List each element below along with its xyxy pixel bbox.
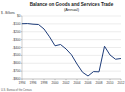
x-tick-label: 2004 bbox=[74, 81, 81, 85]
grid-line bbox=[22, 71, 121, 72]
y-tick-label: -$100 bbox=[12, 22, 20, 26]
chart: Balance on Goods and Services Trade(Annu… bbox=[0, 0, 125, 92]
y-axis bbox=[22, 16, 23, 79]
x-tick-label: 2008 bbox=[96, 81, 103, 85]
x-tick-label: 2006 bbox=[85, 81, 92, 85]
y-tick-label: $0 bbox=[17, 14, 21, 18]
x-tick-label: 1994 bbox=[19, 81, 26, 85]
grid-line bbox=[22, 31, 121, 32]
x-tick-label: 2012 bbox=[118, 81, 125, 85]
y-axis-label: $ - Billions bbox=[1, 11, 15, 15]
x-tick-label: 2010 bbox=[107, 81, 114, 85]
y-tick-label: -$700 bbox=[12, 69, 20, 73]
subtitle: (Annual) bbox=[64, 7, 80, 12]
x-axis bbox=[22, 79, 121, 80]
y-tick-label: -$300 bbox=[12, 38, 20, 42]
series-line bbox=[22, 24, 121, 76]
grid-line bbox=[22, 79, 121, 80]
source: U.S. Bureau of the Census bbox=[1, 88, 33, 92]
chart-root: Balance on Goods and Services Trade(Annu… bbox=[0, 0, 125, 92]
y-tick-label: -$200 bbox=[12, 30, 20, 34]
grid-line bbox=[22, 63, 121, 64]
y-tick-label: -$400 bbox=[12, 46, 20, 50]
grid-line bbox=[22, 16, 121, 17]
y-tick-label: -$500 bbox=[12, 53, 20, 57]
grid-line bbox=[22, 47, 121, 48]
grid-line bbox=[22, 39, 121, 40]
x-tick-label: 1998 bbox=[41, 81, 48, 85]
x-tick-label: 1996 bbox=[30, 81, 37, 85]
y-tick-label: -$600 bbox=[12, 61, 20, 65]
plot-area bbox=[22, 24, 121, 76]
x-tick-label: 2002 bbox=[63, 81, 70, 85]
x-tick-label: 2000 bbox=[52, 81, 59, 85]
